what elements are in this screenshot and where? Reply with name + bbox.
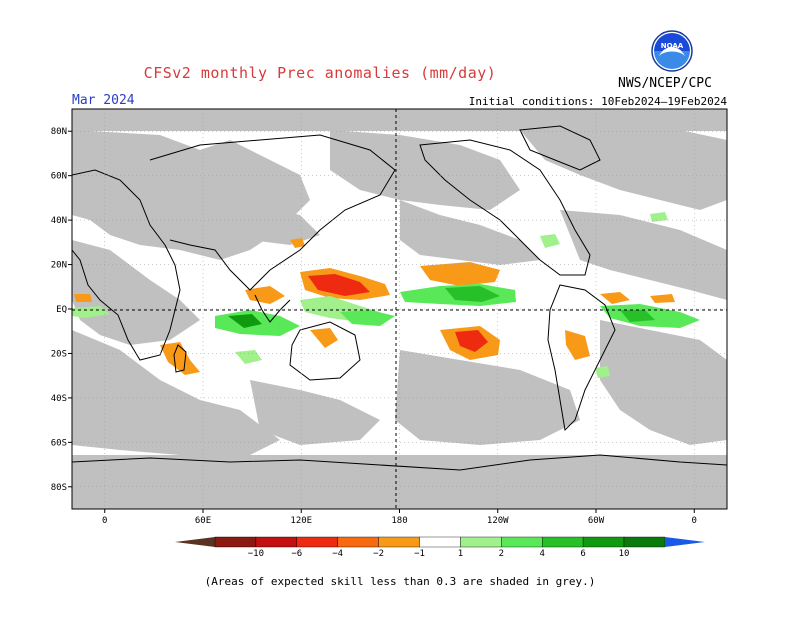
colorbar-segment [378,536,420,548]
agency-label: NWS/NCEP/CPC [618,76,712,91]
colorbar-label: −1 [414,549,425,559]
colorbar-segment [460,536,502,548]
latitude-axis: 80N 60N 40N 20N EQ 20S 40S 60S 80S [51,127,72,493]
lon-tick-label: 120W [487,516,509,526]
colorbar-segment [542,536,584,548]
colorbar-label: −6 [291,549,302,559]
longitude-axis: 0 60E 120E 180 120W 60W 0 [102,509,697,526]
colorbar-label: 6 [580,549,585,559]
page-title: CFSv2 monthly Prec anomalies (mm/day) [143,64,497,82]
low-skill-shading [72,109,727,509]
colorbar-low-arrow [175,537,215,547]
colorbar-segment [623,536,666,548]
colorbar-label: 2 [499,549,504,559]
logo-text: NOAA [661,42,684,50]
lon-tick-label: 60E [195,516,211,526]
lat-tick-label: 80N [51,127,67,137]
lat-tick-label: 40S [51,394,67,404]
colorbar-label: −4 [332,549,343,559]
colorbar-segment [296,536,338,548]
lat-tick-label: EQ [56,305,67,315]
lat-tick-label: 40N [51,216,67,226]
colorbar: −10 −6 −4 −2 −1 1 2 4 6 10 [175,536,705,559]
lon-tick-label: 0 [692,516,697,526]
footnote: (Areas of expected skill less than 0.3 a… [204,575,596,588]
forecast-month: Mar 2024 [72,93,135,108]
lat-tick-label: 20N [51,261,67,271]
colorbar-label: 4 [539,549,544,559]
colorbar-segment [501,536,543,548]
lon-tick-label: 120E [290,516,312,526]
lon-tick-label: 60W [588,516,605,526]
lat-tick-label: 20S [51,349,67,359]
colorbar-segment [214,536,257,548]
lat-tick-label: 60S [51,438,67,448]
noaa-logo-icon: NOAA [651,30,693,72]
colorbar-label: −10 [248,549,264,559]
colorbar-label: 1 [458,549,463,559]
lat-tick-label: 80S [51,483,67,493]
colorbar-segment [419,536,461,548]
lat-tick-label: 60N [51,172,67,182]
colorbar-segment [337,536,379,548]
colorbar-segment [255,536,297,548]
colorbar-label: −2 [373,549,384,559]
colorbar-segment [582,536,625,548]
colorbar-label: 10 [619,549,630,559]
lon-tick-label: 0 [102,516,107,526]
dry-anomalies [74,238,675,375]
graticule [72,109,727,509]
colorbar-high-arrow [664,537,705,547]
lon-tick-label: 180 [391,516,407,526]
initial-conditions: Initial conditions: 10Feb2024–19Feb2024 [468,95,727,108]
